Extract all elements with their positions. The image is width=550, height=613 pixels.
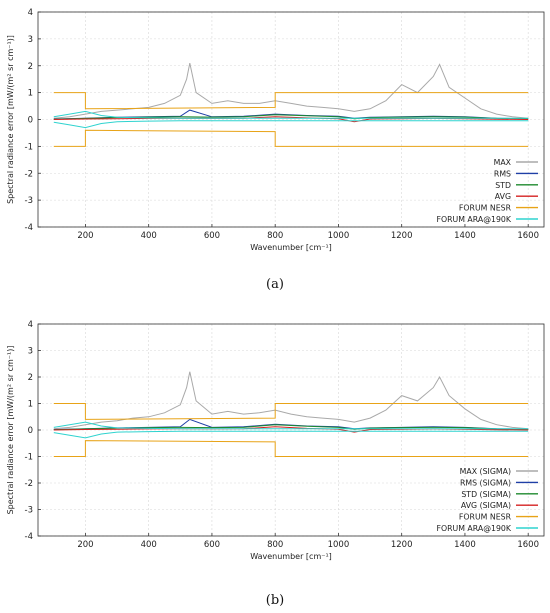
y-tick-label: 2 [28,62,33,72]
x-tick-label: 800 [267,231,283,241]
y-tick-label: 4 [28,320,33,330]
x-tick-label: 1600 [517,540,539,550]
legend-label: FORUM ARA@190K [436,524,511,533]
x-tick-label: 1000 [328,231,350,241]
series-group [53,62,529,147]
x-tick-label: 600 [204,540,220,550]
x-tick-label: 1200 [391,540,413,550]
x-tick-label: 1400 [454,540,476,550]
y-tick-label: -4 [25,223,33,233]
series-line-forum-ara-190k-lower [53,430,529,439]
legend: MAX RMS STD AVG FORUM NESR FORUM ARA@190K [436,158,538,224]
x-tick-label: 200 [77,540,93,550]
figure-caption: (b) [266,593,284,608]
y-tick-label: -3 [25,196,33,206]
x-tick-label: 800 [267,540,283,550]
legend-label: RMS (SIGMA) [460,478,511,487]
x-tick-label: 1000 [328,540,350,550]
series-line-max-sigma [53,371,529,430]
y-tick-label: 1 [28,89,33,99]
legend-label: STD (SIGMA) [461,490,511,499]
series-line-forum-ara-190k-lower [53,120,529,129]
series-line-forum-ara-190k [53,421,529,430]
y-tick-label: 4 [28,8,33,18]
x-tick-label: 1400 [454,231,476,241]
y-tick-label: -1 [25,453,33,463]
y-tick-label: 2 [28,373,33,383]
chart-panel-2: 200 400 600 800 1000 1200 1400 1600 -4 -3 -2 -1 0 1 2 3… [6,320,545,608]
y-axis-label: Spectral radiance error [mW/(m² sr cm⁻¹)… [6,35,15,204]
x-tick-label: 400 [141,540,157,550]
legend-label: FORUM NESR [459,204,512,213]
legend-label: AVG (SIGMA) [461,501,511,510]
chart-panel-1: 200 400 600 800 1000 1200 1400 1600 -4 -3 -2 -1 0 1 2 3… [6,8,545,292]
series-line-forum-nesr [53,92,529,110]
y-tick-label: 3 [28,347,33,357]
y-tick-label: -1 [25,142,33,152]
legend-label: MAX [494,158,512,167]
x-tick-label: 400 [141,231,157,241]
x-axis-label: Wavenumber [cm⁻¹] [250,552,332,561]
x-tick-label: 200 [77,231,93,241]
x-tick-label: 600 [204,231,220,241]
y-tick-label: -4 [25,532,33,542]
y-tick-label: -3 [25,506,33,516]
legend-label: FORUM NESR [459,513,512,522]
legend-label: STD [495,181,511,190]
legend-label: RMS [494,169,511,178]
y-axis-label: Spectral radiance error [mW/(m² sr cm⁻¹)… [6,346,15,515]
legend-label: AVG [495,192,511,201]
legend-label: MAX (SIGMA) [460,467,511,476]
y-tick-label: 0 [28,426,33,436]
series-line-forum-nesr-lower [53,440,529,457]
x-tick-label: 1200 [391,231,413,241]
y-tick-label: 1 [28,400,33,410]
series-group [53,371,529,457]
series-line-max [53,62,529,119]
legend: MAX (SIGMA) RMS (SIGMA) STD (SIGMA) AVG (SI… [436,467,538,533]
series-line-forum-nesr [53,403,529,420]
series-line-forum-nesr-lower [53,129,529,147]
series-line-forum-ara-190k [53,110,529,119]
y-tick-label: -2 [25,169,33,179]
y-tick-label: -2 [25,479,33,489]
y-tick-label: 3 [28,35,33,45]
figure-caption: (a) [266,277,284,292]
y-tick-label: 0 [28,116,33,126]
legend-label: FORUM ARA@190K [436,215,511,224]
x-tick-label: 1600 [517,231,539,241]
x-axis-label: Wavenumber [cm⁻¹] [250,243,332,252]
